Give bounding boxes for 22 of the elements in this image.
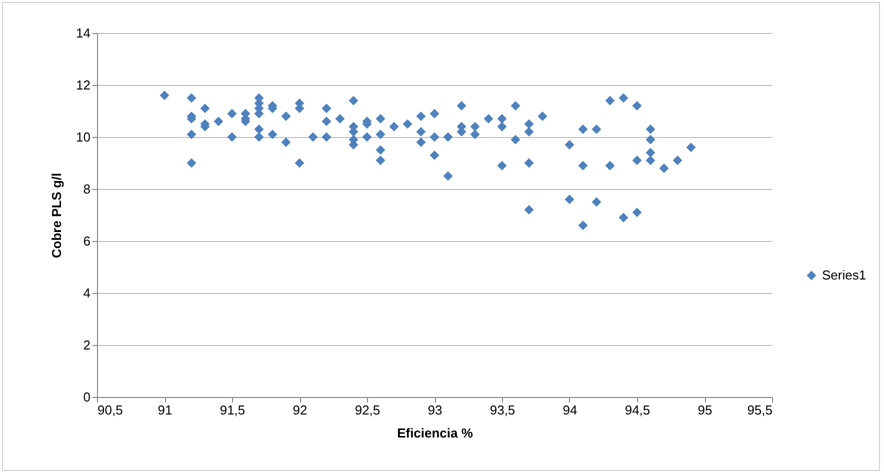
y-tick-label: 8 (83, 182, 90, 196)
x-tick-label: 91 (158, 402, 172, 418)
y-tick-label: 2 (83, 338, 90, 352)
y-tick-label: 0 (83, 390, 90, 404)
y-tick-label: 6 (83, 234, 90, 248)
x-tick-label: 92,5 (354, 402, 380, 418)
y-tick-label: 10 (76, 130, 90, 144)
x-tick-label: 91,5 (220, 402, 246, 418)
x-tick-label: 93 (428, 402, 442, 418)
y-tick-label: 14 (76, 26, 90, 40)
x-tick-label: 92 (292, 402, 308, 418)
x-tick-label: 95,5 (747, 402, 772, 418)
legend-label: Series1 (822, 268, 866, 282)
x-tick-label: 93,5 (490, 402, 516, 418)
x-tick-label: 94 (562, 402, 578, 418)
y-tick-label: 12 (76, 78, 90, 92)
x-axis-title: Eficiencia % (397, 426, 474, 440)
y-axis-title: Cobre PLS g/l (49, 172, 64, 258)
y-tick-label: 4 (83, 286, 90, 300)
x-tick-label: 94,5 (624, 402, 650, 418)
x-tick-label: 90,5 (98, 402, 123, 418)
x-tick-label: 95 (698, 402, 712, 418)
